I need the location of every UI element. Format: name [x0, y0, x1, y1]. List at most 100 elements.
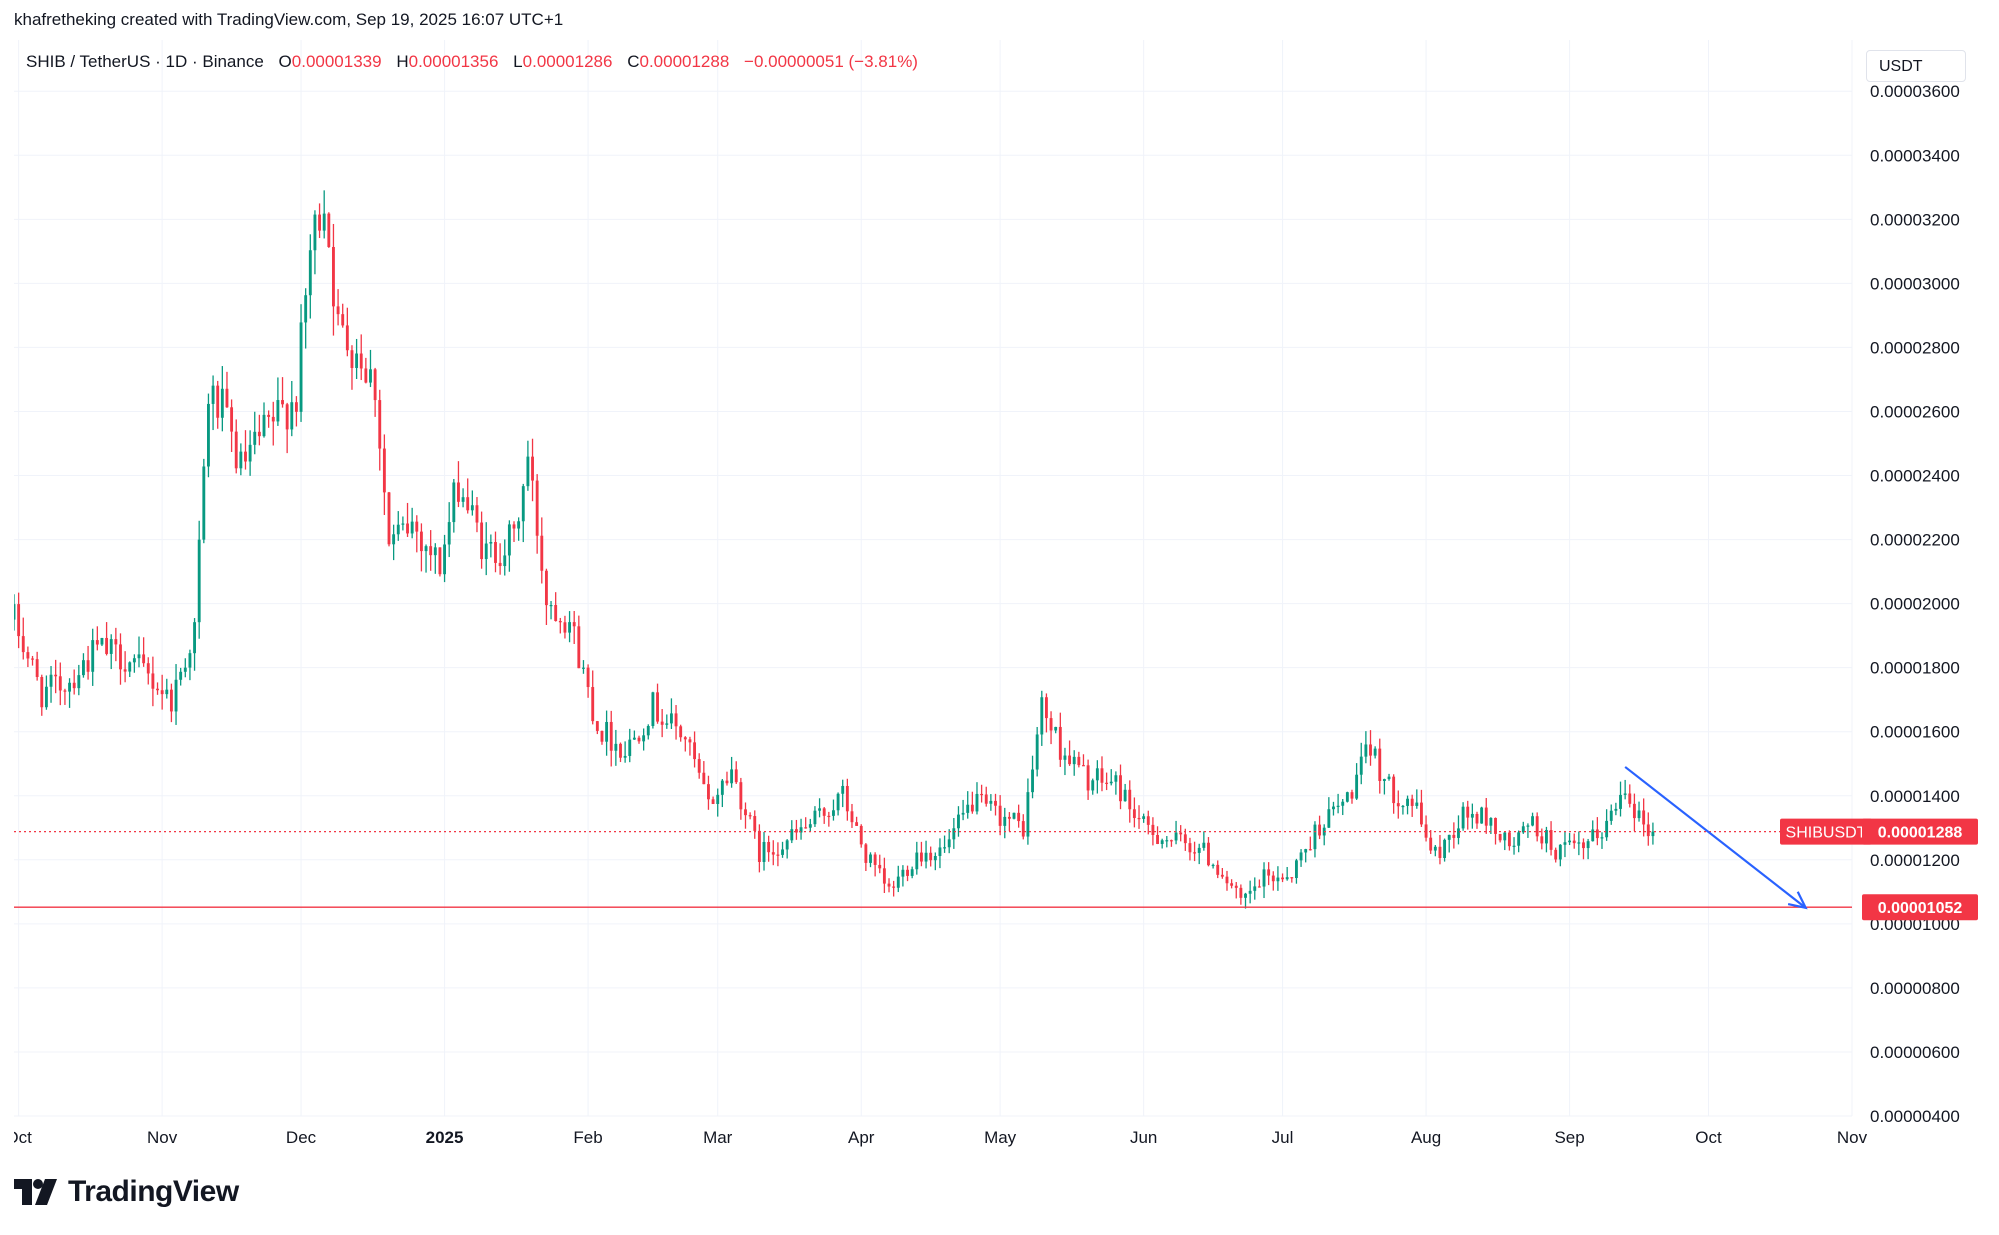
candle-down: [146, 663, 150, 674]
candle-down: [771, 852, 775, 855]
high-value: 0.00001356: [408, 52, 499, 71]
candle-up: [410, 521, 414, 534]
candle-down: [1424, 824, 1428, 838]
candle-up: [1406, 798, 1409, 806]
support-price-tag-box: [1862, 894, 1978, 921]
candle-up: [1401, 805, 1405, 808]
candle-down: [600, 730, 604, 742]
candle-down: [1396, 803, 1400, 807]
open-value: 0.00001339: [291, 52, 382, 71]
candle-up: [1332, 806, 1335, 810]
candle-down: [95, 640, 99, 645]
candle-down: [1058, 726, 1062, 760]
candle-down: [271, 416, 275, 422]
candle-down: [827, 815, 831, 818]
candle-up: [188, 653, 192, 668]
candle-down: [86, 660, 90, 672]
candle-down: [767, 841, 771, 853]
candle-down: [1007, 816, 1011, 819]
candle-up: [44, 686, 48, 708]
candle-up: [1012, 812, 1016, 819]
candle-down: [674, 713, 678, 727]
candle-up: [790, 829, 794, 841]
time-tick-label: Jul: [1272, 1128, 1294, 1147]
candle-down: [31, 658, 34, 660]
candle-up: [947, 839, 951, 848]
low-label: L: [513, 52, 523, 71]
candle-down: [1484, 807, 1488, 826]
candle-up: [1480, 807, 1484, 824]
candle-up: [952, 828, 956, 840]
candle-up: [1415, 802, 1419, 806]
candle-down: [359, 353, 363, 369]
candle-down: [1646, 824, 1650, 837]
candle-down: [753, 816, 757, 831]
candle-up: [521, 486, 525, 522]
candle-up: [1568, 840, 1572, 843]
tradingview-logo[interactable]: TradingView: [14, 1172, 239, 1212]
open-label: O: [278, 52, 292, 71]
candle-down: [845, 785, 849, 812]
candle-up: [299, 322, 303, 412]
candle-up: [1605, 820, 1609, 838]
candle-up: [202, 466, 206, 540]
candle-down: [35, 659, 39, 677]
candle-down: [855, 822, 859, 826]
candle-up: [489, 542, 493, 544]
currency-button[interactable]: USDT: [1866, 50, 1966, 82]
candle-up: [1526, 825, 1530, 827]
candle-down: [1156, 835, 1159, 844]
candle-down: [382, 448, 386, 493]
candle-down: [1257, 886, 1261, 888]
candle-up: [179, 671, 183, 680]
candle-down: [554, 605, 558, 622]
candle-down: [419, 531, 423, 552]
candle-up: [582, 667, 585, 669]
symbol-title[interactable]: SHIB / TetherUS · 1D · Binance: [26, 52, 264, 71]
candle-down: [693, 742, 697, 760]
candle-down: [1151, 824, 1155, 836]
candle-up: [1091, 780, 1095, 791]
candle-up: [1336, 805, 1340, 807]
candle-up: [313, 214, 317, 251]
candle-up: [1197, 847, 1201, 853]
candle-up: [1637, 810, 1641, 819]
candle-up: [526, 456, 530, 487]
candle-down: [345, 325, 349, 351]
candle-up: [396, 524, 400, 535]
time-tick-label: Nov: [147, 1128, 178, 1147]
candle-down: [480, 522, 484, 560]
candle-up: [628, 739, 632, 756]
candle-up: [1165, 840, 1169, 842]
candle-down: [119, 644, 122, 670]
candle-up: [433, 547, 437, 556]
candle-up: [128, 662, 132, 672]
candle-down: [1582, 842, 1585, 849]
candle-down: [822, 808, 826, 816]
candle-up: [1470, 813, 1474, 818]
symbol-tag-box: [1780, 818, 1872, 845]
candle-up: [12, 604, 16, 620]
last-price-tag-box: [1862, 818, 1978, 845]
candlestick-chart[interactable]: 0.00003600 0.00003400 0.00003200 0.00003000…: [5, 40, 1986, 1150]
candle-up: [211, 385, 215, 404]
candle-up: [961, 812, 965, 815]
candle-down: [563, 622, 567, 633]
candle-up: [1623, 793, 1627, 795]
candle-down: [558, 621, 562, 623]
chart-area[interactable]: 0.00003600 0.00003400 0.00003200 0.00003000…: [5, 40, 1986, 1150]
candle-up: [1563, 842, 1567, 845]
candle-down: [466, 497, 470, 511]
candle-up: [1521, 826, 1525, 833]
price-tick-label: 0.00002000: [1870, 595, 1960, 614]
candle-down: [17, 604, 21, 637]
price-tick-label: 0.00002800: [1870, 338, 1960, 357]
candle-up: [369, 369, 372, 383]
candle-up: [137, 654, 141, 659]
candle-down: [257, 431, 261, 437]
candle-up: [623, 755, 627, 758]
time-tick-label: Aug: [1411, 1128, 1441, 1147]
candle-up: [276, 400, 280, 422]
candle-up: [1123, 789, 1127, 802]
candle-up: [1457, 828, 1460, 838]
